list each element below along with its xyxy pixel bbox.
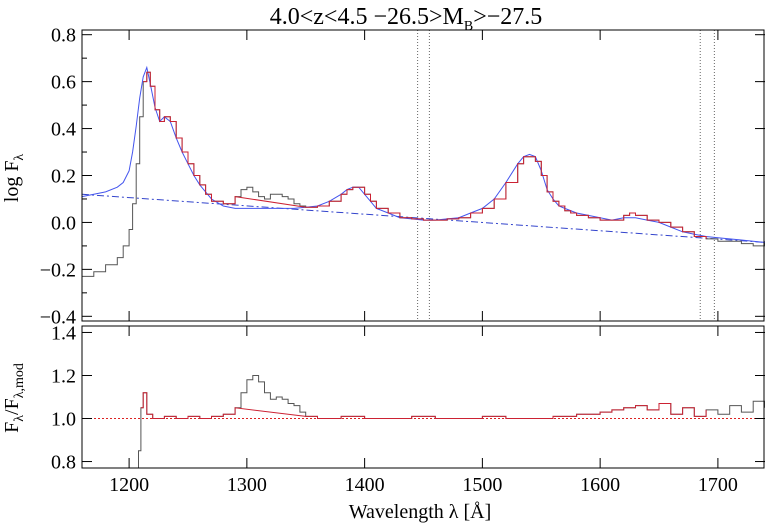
y-tick-label: 0.4 xyxy=(51,119,76,141)
top-panel: −0.4 −0.2 0.0 0.2 0.4 0.6 0.8 log Fλ xyxy=(1,25,765,328)
ratio-fit-region-line xyxy=(140,392,707,419)
x-tick-label: 1700 xyxy=(698,474,738,496)
x-axis-label: Wavelength λ [Å] xyxy=(349,501,491,523)
absorption-marker-lines xyxy=(417,30,715,321)
y-tick-label: −0.2 xyxy=(40,259,76,281)
bottom-panel-frame xyxy=(81,325,765,469)
y-tick-label: 1.0 xyxy=(51,409,76,431)
x-tick-label: 1400 xyxy=(345,474,385,496)
y-tick-label: 1.2 xyxy=(51,365,76,387)
y-tick-label: 0.6 xyxy=(51,72,76,94)
y-tick-label: 0.8 xyxy=(51,25,76,47)
chart-title: 4.0<z<4.5 −26.5>MB>−27.5 xyxy=(270,4,543,34)
top-panel-frame xyxy=(81,29,765,322)
top-y-axis-label: log Fλ xyxy=(1,154,27,203)
x-tick-label: 1600 xyxy=(580,474,620,496)
observed-spectrum-line xyxy=(82,71,765,277)
fit-region-line xyxy=(143,71,707,239)
y-tick-label: 1.4 xyxy=(51,322,76,344)
bottom-y-axis-label: Fλ/Fλ,mod xyxy=(1,363,27,433)
y-tick-label: 0.2 xyxy=(51,166,76,188)
x-tick-label: 1200 xyxy=(109,474,149,496)
x-tick-label: 1300 xyxy=(227,474,267,496)
y-tick-label: −0.4 xyxy=(40,306,76,328)
model-fit-line xyxy=(81,65,765,243)
bottom-panel-ticks: 0.8 1.0 1.2 1.4 1200 1300 1400 1500 1600 1700 xyxy=(51,322,765,496)
x-tick-label: 1500 xyxy=(462,474,502,496)
continuum-line xyxy=(81,193,765,243)
top-panel-ticks: −0.4 −0.2 0.0 0.2 0.4 0.6 0.8 xyxy=(40,25,765,328)
bottom-panel: 0.8 1.0 1.2 1.4 1200 1300 1400 1500 1600 1700 Fλ/… xyxy=(1,322,765,523)
y-tick-label: 0.8 xyxy=(51,452,76,474)
ratio-spectrum-line xyxy=(135,375,765,469)
y-tick-label: 0.0 xyxy=(51,212,76,234)
